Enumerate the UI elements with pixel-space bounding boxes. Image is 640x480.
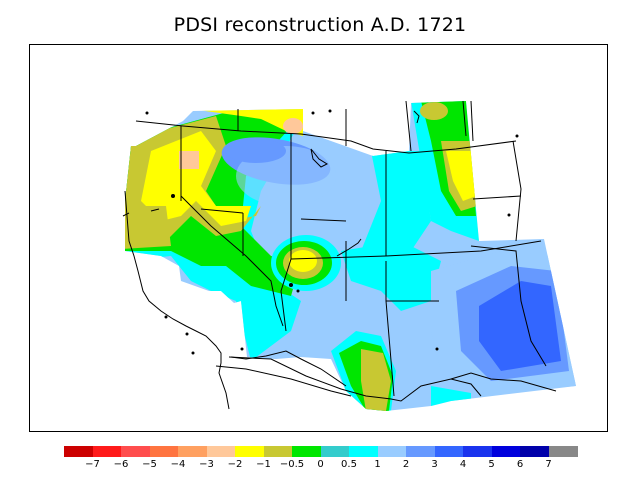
legend-tick-label: −1	[256, 459, 271, 470]
legend-tick-label: −4	[170, 459, 186, 470]
legend-swatch	[320, 446, 350, 457]
legend-tick-label: 4	[459, 459, 467, 470]
legend-swatch	[377, 446, 407, 457]
legend-tick-label: −3	[199, 459, 214, 470]
legend-tick-label: 3	[431, 459, 438, 470]
legend-swatch	[178, 446, 207, 457]
legend-tick-label: −0.5	[279, 459, 305, 470]
legend-swatch	[121, 446, 150, 457]
legend-swatch	[520, 446, 549, 457]
legend-tick-label: 7	[545, 459, 552, 470]
legend-tick-label: 0.5	[341, 459, 357, 470]
legend-tick-label: −7	[85, 459, 100, 470]
legend-tick-label: 0	[317, 459, 324, 470]
map-frame	[29, 44, 608, 432]
legend-swatch	[64, 446, 93, 457]
legend-swatch	[92, 446, 122, 457]
legend-swatch	[235, 446, 264, 457]
map-title: PDSI reconstruction A.D. 1721	[173, 14, 467, 36]
legend-swatch	[206, 446, 236, 457]
pdsi-map	[122, 100, 576, 411]
legend-swatch	[349, 446, 378, 457]
legend-swatch	[149, 446, 179, 457]
legend-tick-label: 6	[516, 459, 524, 470]
legend-tick-label: 2	[402, 459, 410, 470]
legend-swatch	[263, 446, 293, 457]
legend-swatch	[548, 446, 578, 457]
legend-tick-label: 1	[374, 459, 381, 470]
legend-tick-label: −6	[113, 459, 129, 470]
legend-swatch	[491, 446, 521, 457]
legend-swatch	[292, 446, 321, 457]
legend-tick-label: −5	[142, 459, 157, 470]
legend-swatch	[434, 446, 464, 457]
legend-tick-label: 5	[488, 459, 495, 470]
legend-tick-label: −2	[227, 459, 243, 470]
legend-swatch	[463, 446, 492, 457]
legend-swatch	[406, 446, 435, 457]
